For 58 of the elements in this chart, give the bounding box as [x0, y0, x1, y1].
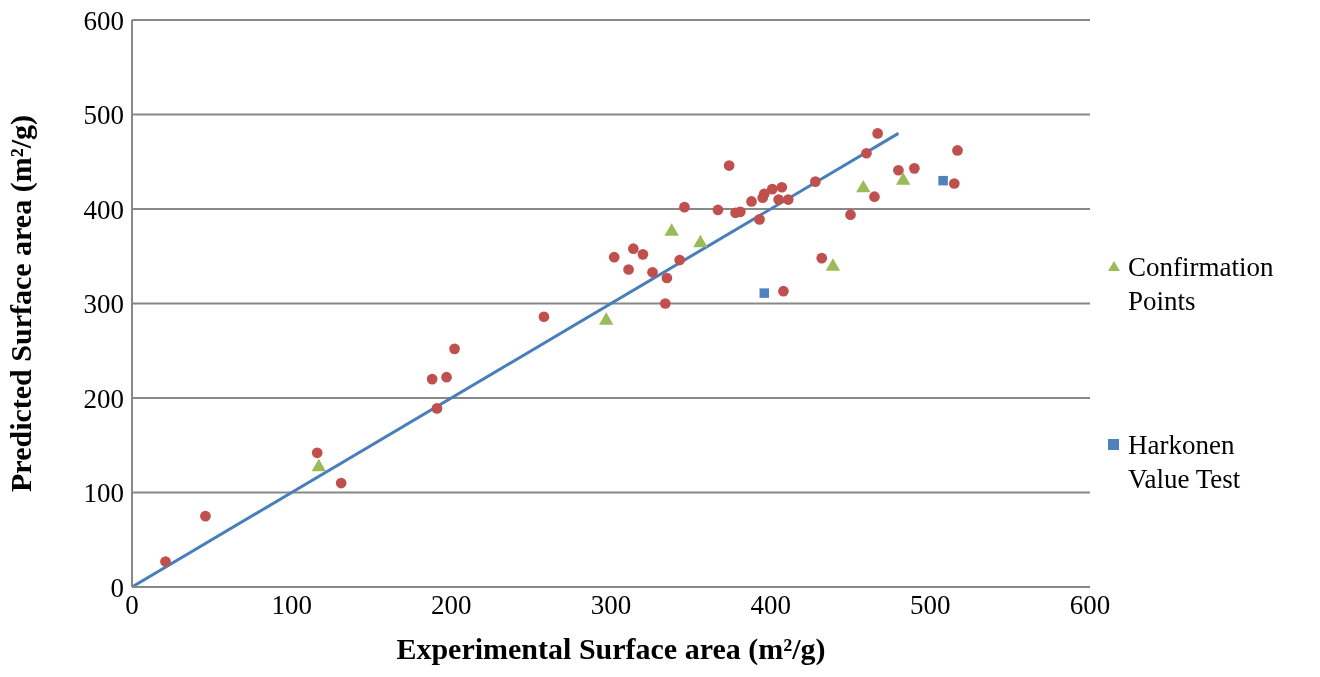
point [599, 312, 614, 325]
point [872, 128, 883, 139]
point [637, 249, 649, 260]
point [659, 298, 671, 309]
x-tick-label: 100 [271, 590, 312, 621]
point [311, 458, 327, 472]
point [948, 178, 960, 189]
point [776, 181, 788, 193]
y-tick-label: 600 [83, 5, 124, 36]
point [773, 194, 784, 205]
point [335, 477, 347, 489]
point [449, 343, 460, 355]
point [426, 373, 438, 385]
x-tick-label: 200 [431, 590, 472, 621]
x-tick-label: 300 [590, 590, 632, 621]
point [810, 176, 821, 187]
point [909, 163, 920, 174]
point [200, 510, 211, 522]
point [311, 447, 323, 459]
point [952, 145, 963, 156]
y-tick-label: 200 [83, 383, 124, 414]
point [766, 183, 778, 195]
point [628, 243, 639, 255]
point [782, 194, 794, 205]
y-tick-label: 100 [83, 478, 124, 509]
point [938, 175, 948, 186]
legend-label: Harkonen Value Test [1128, 429, 1242, 496]
point [623, 264, 634, 275]
point [723, 160, 735, 171]
point [746, 196, 757, 207]
point [759, 288, 770, 298]
x-tick-label: 600 [1069, 590, 1111, 621]
y-tick-label: 500 [83, 100, 124, 131]
point [869, 191, 880, 203]
point [431, 403, 443, 414]
point [712, 204, 724, 216]
point [679, 201, 690, 213]
y-tick-label: 400 [83, 194, 124, 225]
point [538, 311, 550, 323]
point [816, 252, 828, 264]
point [693, 234, 708, 248]
point [778, 285, 789, 297]
point [754, 214, 765, 225]
point [893, 164, 904, 176]
x-tick-label: 400 [750, 590, 791, 621]
y-axis-title: Predicted Surface area (m²/g) [3, 115, 38, 492]
legend-label: Confirmation Points [1128, 251, 1275, 318]
x-tick-label: 500 [910, 590, 951, 621]
point [845, 209, 856, 221]
point [661, 272, 673, 284]
point [647, 266, 658, 278]
x-axis-title: Experimental Surface area (m²/g) [396, 632, 826, 666]
y-tick-label: 300 [83, 289, 124, 320]
point [674, 254, 686, 266]
point [441, 371, 452, 383]
point [608, 251, 620, 263]
point [160, 556, 171, 567]
point [861, 147, 872, 159]
